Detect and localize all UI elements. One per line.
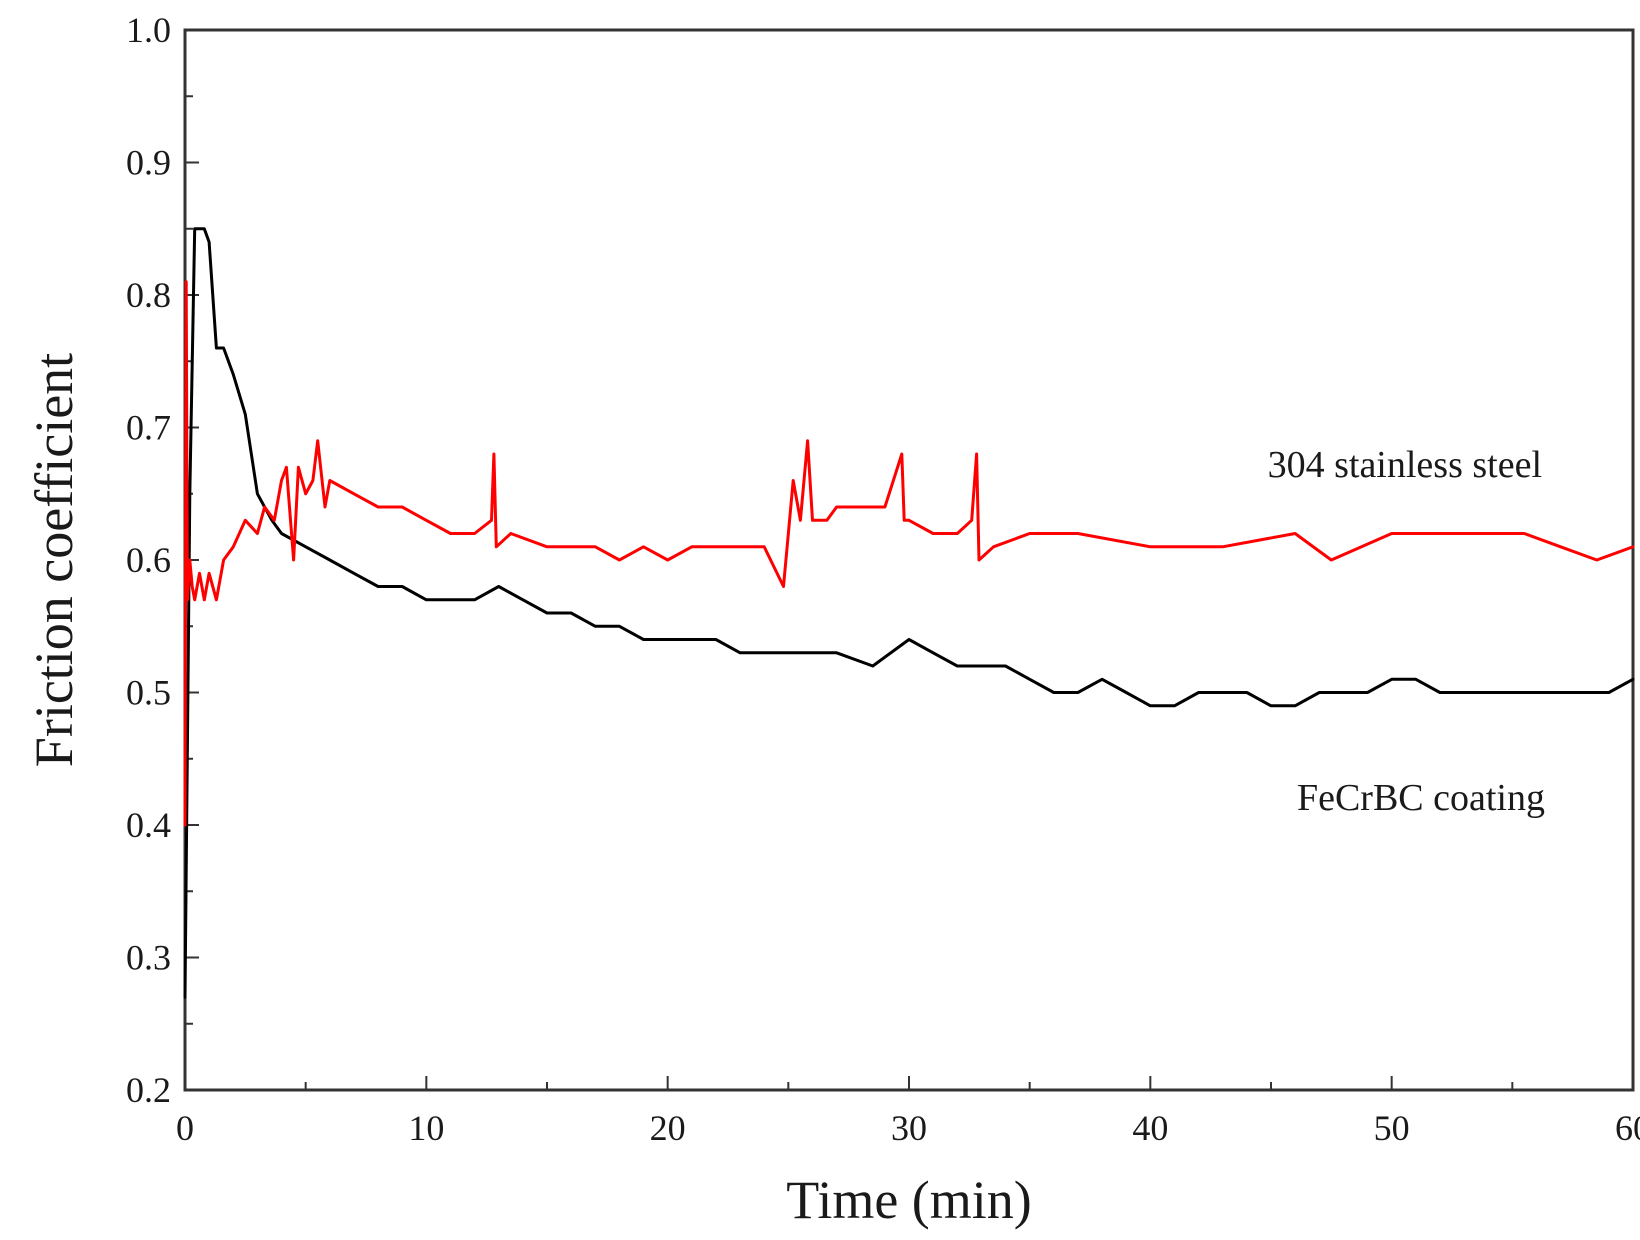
y-tick-label: 0.8 (126, 275, 171, 315)
annotation-fecrbc-coating: FeCrBC coating (1297, 777, 1545, 819)
y-axis-title: Friction coefficient (24, 353, 84, 767)
y-tick-label: 0.2 (126, 1070, 171, 1110)
x-tick-label: 60 (1615, 1108, 1640, 1148)
x-tick-label: 40 (1132, 1108, 1168, 1148)
series-line-304-stainless-steel (183, 280, 1635, 827)
annotation-304-stainless-steel: 304 stainless steel (1268, 444, 1542, 486)
x-tick-label: 20 (650, 1108, 686, 1148)
y-axis-ticks: 0.2 0.3 0.4 0.5 0.6 0.7 0.8 0.9 1.0 (126, 10, 199, 1110)
y-tick-label: 0.7 (126, 408, 171, 448)
plot-frame (183, 28, 1635, 1092)
y-tick-label: 0.6 (126, 540, 171, 580)
x-tick-label: 50 (1374, 1108, 1410, 1148)
y-tick-label: 0.4 (126, 805, 171, 845)
series-layer (183, 227, 1635, 999)
y-tick-label: 0.9 (126, 143, 171, 183)
x-tick-label: 0 (176, 1108, 194, 1148)
x-tick-label: 10 (408, 1108, 444, 1148)
x-axis-ticks: 0 10 20 30 40 50 60 (176, 1076, 1640, 1148)
y-tick-label: 0.3 (126, 938, 171, 978)
x-tick-label: 30 (891, 1108, 927, 1148)
y-tick-label: 1.0 (126, 10, 171, 50)
y-tick-label: 0.5 (126, 673, 171, 713)
series-line-fecrbc-coating (183, 227, 1635, 999)
x-axis-title: Time (min) (786, 1170, 1032, 1230)
